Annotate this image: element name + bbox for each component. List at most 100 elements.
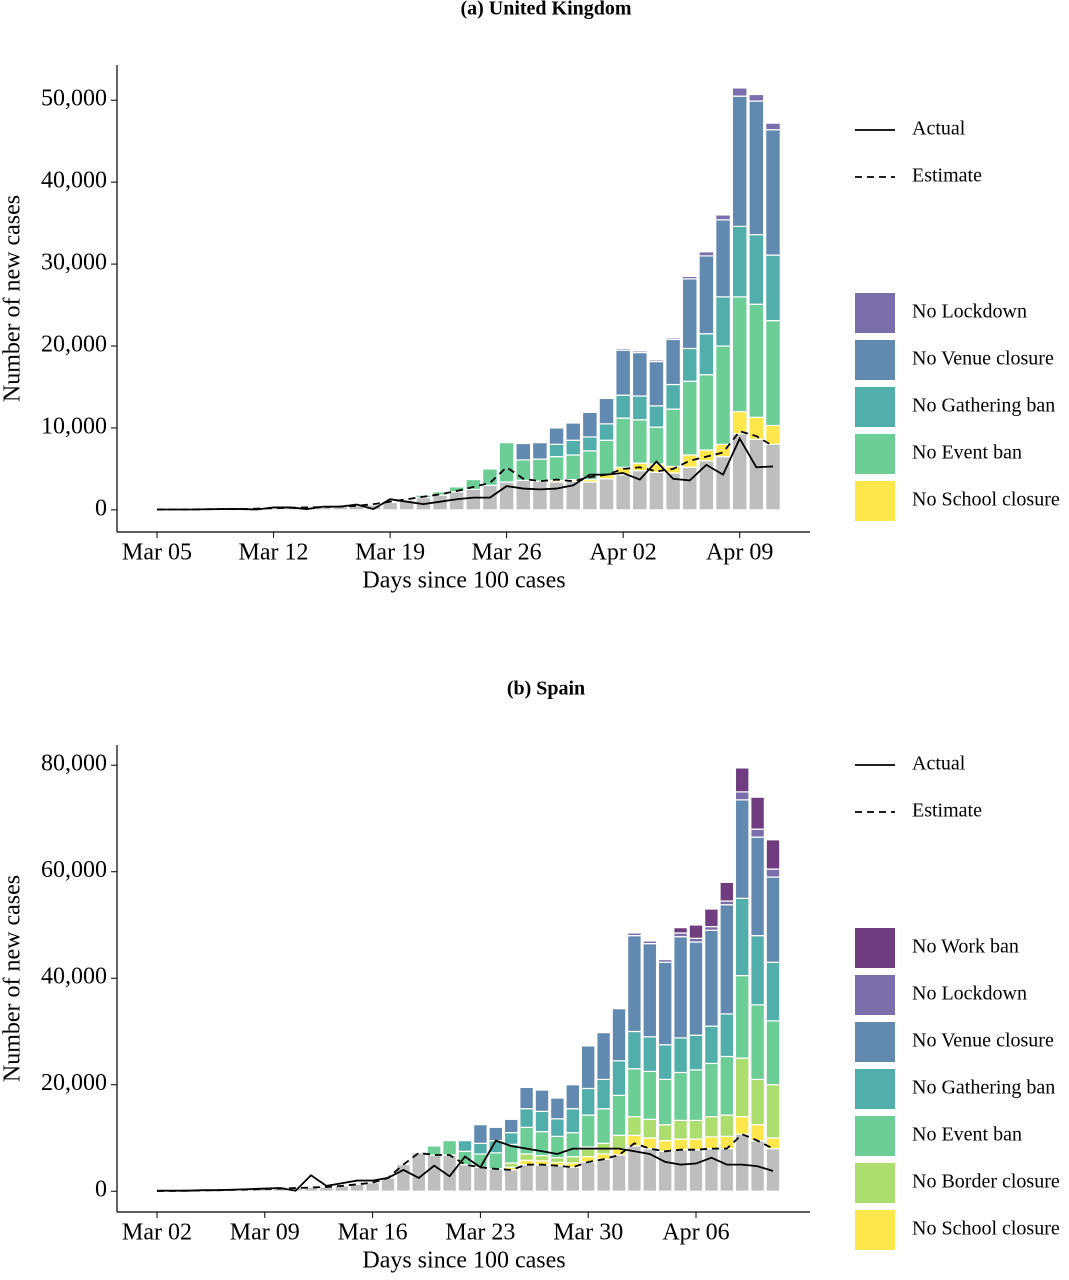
base-bar [426, 1154, 442, 1192]
bar-segment [704, 908, 719, 928]
bar-segment [698, 251, 715, 257]
chart-title: (a) United Kingdom [460, 0, 631, 20]
y-tick-label: 30,000 [41, 250, 107, 276]
bar-segment [698, 449, 715, 462]
legend-swatch [855, 1022, 895, 1062]
legend-label: Actual [912, 118, 966, 140]
bar-segment [673, 1037, 688, 1074]
base-bar [503, 1169, 519, 1192]
bar-segment [534, 1110, 550, 1133]
line-dashed [157, 1133, 774, 1192]
x-tick-label: Mar 26 [472, 540, 542, 566]
x-tick-label: Mar 05 [122, 540, 192, 566]
bar-segment [565, 439, 582, 456]
bar-segment [731, 410, 748, 435]
bar-segment [473, 1124, 488, 1144]
bar-segment [731, 87, 748, 97]
bar-segment [642, 1036, 658, 1073]
y-tick-label: 40,000 [41, 168, 107, 194]
bar-segment [503, 1118, 519, 1134]
bar-segment [750, 828, 765, 838]
base-bar [380, 1177, 396, 1192]
base-bar [748, 438, 765, 511]
bar-segment [580, 1114, 596, 1148]
bar-segment [715, 214, 731, 221]
base-bar [580, 1161, 596, 1192]
bar-segment [550, 1118, 565, 1137]
bar-segment [627, 935, 642, 1033]
base-bar [734, 1133, 750, 1192]
bar-segment [442, 1140, 457, 1156]
bar-segment [648, 426, 665, 465]
bar-segment [498, 442, 515, 483]
bar-segment [704, 1062, 719, 1118]
bar-segment [734, 791, 750, 801]
bar-segment [731, 95, 748, 228]
bar-segment [734, 767, 750, 793]
legend-label: No Gathering ban [912, 395, 1055, 417]
bar-segment [580, 1087, 596, 1116]
legend-swatch [855, 975, 895, 1015]
bar-segment [765, 1084, 781, 1139]
base-bar [519, 1164, 534, 1192]
bar-segment [615, 347, 632, 351]
bar-segment [734, 1057, 750, 1118]
bar-segment [748, 303, 765, 418]
bar-segment [665, 337, 682, 341]
base-bar [704, 1148, 719, 1192]
bar-segment [673, 1119, 688, 1140]
bar-segment [673, 1071, 688, 1122]
bar-segment [657, 961, 673, 1046]
bar-segment [731, 225, 748, 298]
bar-segment [534, 1154, 550, 1162]
x-tick-label: Apr 06 [662, 1220, 729, 1246]
bar-segment [765, 839, 781, 870]
bar-segment [550, 1097, 565, 1120]
bar-segment [611, 1134, 627, 1150]
bar-segment [657, 1124, 673, 1142]
base-bar [642, 1148, 658, 1192]
bar-segment [503, 1162, 519, 1168]
base-bar [534, 1164, 550, 1192]
base-bar [719, 1148, 735, 1192]
base-bar [681, 466, 698, 511]
y-tick-label: 10,000 [41, 413, 107, 439]
legend-label: No Gathering ban [912, 1077, 1055, 1099]
x-tick-label: Mar 02 [122, 1220, 192, 1246]
bar-segment [715, 345, 731, 445]
bar-segment [750, 1004, 765, 1081]
legend-swatch [855, 340, 895, 380]
bar-segment [673, 927, 688, 934]
bar-segment [698, 333, 715, 376]
bar-segment [519, 1108, 534, 1128]
bar-segment [565, 1084, 581, 1110]
legend-swatch [855, 928, 895, 968]
bar-segment [688, 1138, 704, 1151]
bar-segment [482, 468, 498, 486]
line-dashed [157, 430, 774, 511]
bar-segment [765, 868, 781, 878]
bar-segment [688, 1119, 704, 1140]
base-bar [303, 1186, 319, 1192]
bar-segment [519, 1153, 534, 1161]
base-bar [550, 1165, 565, 1192]
legend-swatch [855, 1163, 895, 1203]
bar-segment [698, 255, 715, 335]
bar-segment [750, 935, 765, 1006]
bar-segment [748, 100, 765, 236]
bar-segment [627, 1030, 642, 1070]
bar-segment [473, 1142, 488, 1155]
y-tick-label: 20,000 [41, 1070, 107, 1096]
bar-segment [648, 360, 665, 407]
bar-segment [765, 122, 781, 131]
bar-segment [750, 836, 765, 937]
base-bar [596, 1158, 611, 1192]
bar-segment [611, 1006, 627, 1010]
y-axis-title: Number of new cases [0, 875, 26, 1082]
bar-segment [581, 411, 598, 438]
base-bar [365, 1182, 380, 1192]
bar-segment [627, 1116, 642, 1136]
base-bar [349, 1183, 365, 1192]
bar-segment [750, 1078, 765, 1126]
bar-segment [734, 897, 750, 977]
